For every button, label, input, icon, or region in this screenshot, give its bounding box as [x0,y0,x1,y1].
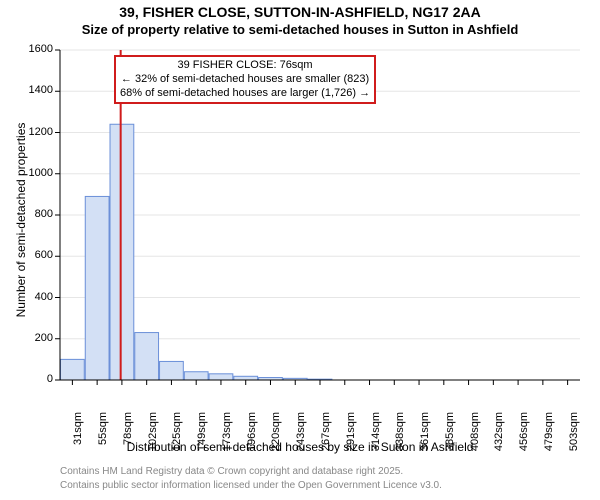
x-tick-label: 267sqm [320,412,332,460]
y-tick-label: 1400 [15,84,53,96]
y-tick-label: 1000 [15,167,53,179]
x-tick-label: 220sqm [270,412,282,460]
x-tick-label: 196sqm [246,412,258,460]
histogram-bar [184,372,208,380]
y-tick-label: 1600 [15,43,53,55]
x-tick-label: 31sqm [72,412,84,460]
histogram-bar [209,374,233,380]
histogram-bar [135,333,159,380]
x-tick-label: 243sqm [295,412,307,460]
annotation-line3: 68% of semi-detached houses are larger (… [120,87,370,101]
histogram-bar [85,196,109,380]
annotation-box: 39 FISHER CLOSE: 76sqm ← 32% of semi-det… [114,55,376,104]
y-tick-label: 800 [15,208,53,220]
x-tick-label: 291sqm [345,412,357,460]
x-tick-label: 361sqm [419,412,431,460]
histogram-bar [160,361,184,380]
y-tick-label: 200 [15,332,53,344]
y-tick-label: 600 [15,249,53,261]
x-tick-label: 173sqm [221,412,233,460]
x-tick-label: 456sqm [518,412,530,460]
x-tick-label: 55sqm [97,412,109,460]
x-tick-label: 408sqm [469,412,481,460]
histogram-bar [60,359,84,380]
x-tick-label: 102sqm [147,412,159,460]
x-tick-label: 78sqm [122,412,134,460]
annotation-line2: ← 32% of semi-detached houses are smalle… [120,73,370,87]
x-tick-label: 338sqm [394,412,406,460]
x-tick-label: 314sqm [370,412,382,460]
y-tick-label: 0 [15,373,53,385]
x-tick-label: 479sqm [543,412,555,460]
histogram-bar [110,124,134,380]
footer-line1: Contains HM Land Registry data © Crown c… [60,466,403,477]
chart-container: 39, FISHER CLOSE, SUTTON-IN-ASHFIELD, NG… [0,0,600,500]
x-tick-label: 432sqm [493,412,505,460]
y-tick-label: 400 [15,291,53,303]
footer-line2: Contains public sector information licen… [60,480,442,491]
x-tick-label: 385sqm [444,412,456,460]
x-tick-label: 125sqm [171,412,183,460]
x-tick-label: 149sqm [196,412,208,460]
y-tick-label: 1200 [15,126,53,138]
histogram-bar [234,376,258,380]
x-tick-label: 503sqm [568,412,580,460]
annotation-line1: 39 FISHER CLOSE: 76sqm [120,59,370,73]
